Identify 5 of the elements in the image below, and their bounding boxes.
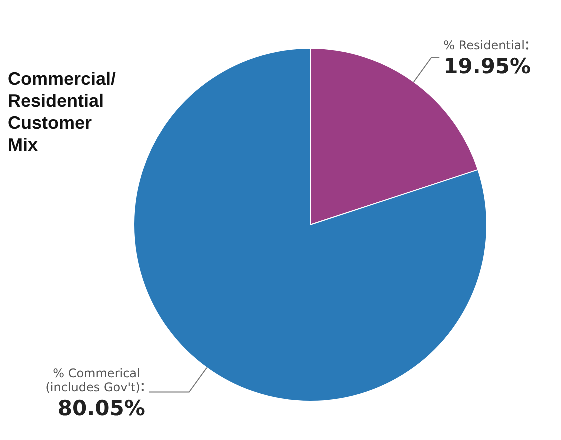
text: Commercial/ Residential Customer Mix xyxy=(8,68,118,156)
data-label: 19.95% xyxy=(444,54,532,79)
slice-label: % Residential xyxy=(444,38,525,53)
slice-label: % Commerical (includes Gov't) xyxy=(46,366,140,394)
data-label: 80.05% xyxy=(58,396,146,420)
